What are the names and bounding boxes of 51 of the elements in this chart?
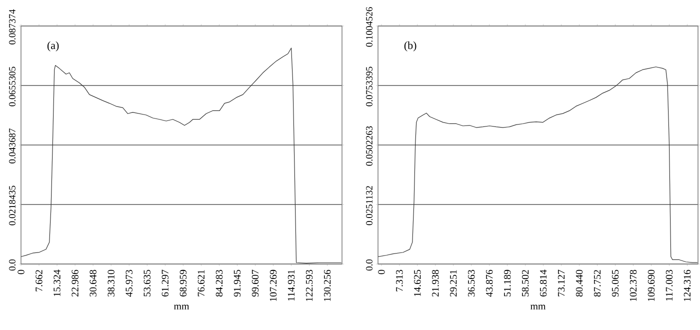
x-tick-label: 109.690 bbox=[648, 270, 655, 302]
x-tick-label: 84.283 bbox=[216, 270, 223, 297]
x-tick-label: 7.313 bbox=[396, 270, 403, 292]
x-tick-label: 7.662 bbox=[36, 270, 42, 292]
y-tick-label: 0.0 bbox=[9, 259, 16, 271]
x-tick-label: 58.502 bbox=[522, 270, 529, 296]
x-tick-label: 91.945 bbox=[234, 270, 241, 297]
line-series bbox=[378, 66, 698, 263]
x-tick-label: 124.316 bbox=[684, 270, 691, 302]
x-tick-label: 30.648 bbox=[90, 270, 96, 296]
x-tick-label: 51.189 bbox=[504, 270, 511, 296]
x-tick-label: 43.876 bbox=[486, 270, 493, 297]
x-tick-label: 15.324 bbox=[54, 270, 60, 296]
x-tick-label: 95.065 bbox=[612, 270, 619, 297]
x-tick-label: 107.269 bbox=[270, 270, 277, 302]
annotation: (a) bbox=[47, 41, 59, 52]
x-tick-label: 80.440 bbox=[576, 270, 583, 297]
y-tick-label: 0.0502263 bbox=[366, 126, 372, 166]
y-tick-label: 0.043687 bbox=[9, 128, 16, 164]
x-axis-title: mm bbox=[174, 304, 190, 310]
x-tick-label: 65.814 bbox=[540, 270, 547, 296]
y-tick-label: 0.087374 bbox=[9, 9, 16, 44]
x-tick-label: 87.752 bbox=[594, 270, 601, 297]
y-tick-label: 0.0251132 bbox=[366, 186, 372, 226]
x-tick-label: 76.621 bbox=[198, 270, 205, 296]
x-tick-label: 114.931 bbox=[288, 270, 295, 301]
x-tick-label: 36.563 bbox=[468, 270, 475, 296]
y-tick-label: 0.0753395 bbox=[366, 66, 372, 106]
y-tick-label: 0.1004526 bbox=[366, 7, 372, 47]
x-tick-label: 0 bbox=[378, 270, 385, 274]
x-tick-label: 22.986 bbox=[72, 270, 78, 296]
annotation: (b) bbox=[404, 41, 416, 52]
x-axis-title: mm bbox=[530, 304, 546, 310]
x-tick-label: 29.251 bbox=[450, 270, 457, 296]
y-tick-label: 0.0 bbox=[366, 259, 372, 271]
x-tick-label: 0 bbox=[18, 270, 24, 274]
y-tick-label: 0.0218435 bbox=[9, 186, 16, 226]
x-tick-label: 68.959 bbox=[180, 270, 187, 296]
x-tick-label: 14.625 bbox=[414, 270, 421, 296]
x-tick-label: 130.256 bbox=[324, 270, 331, 302]
x-tick-label: 73.127 bbox=[558, 270, 565, 296]
x-tick-label: 38.310 bbox=[108, 270, 114, 296]
x-tick-label: 21.938 bbox=[432, 270, 439, 296]
x-tick-label: 61.297 bbox=[162, 270, 169, 296]
x-tick-label: 117.003 bbox=[666, 270, 673, 301]
y-tick-label: 0.0655305 bbox=[9, 66, 16, 106]
x-tick-label: 102.378 bbox=[630, 270, 637, 302]
x-tick-label: 53.635 bbox=[144, 270, 150, 296]
x-tick-label: 45.973 bbox=[126, 270, 132, 297]
x-tick-label: 99.607 bbox=[252, 270, 259, 297]
x-tick-label: 122.593 bbox=[306, 270, 313, 302]
